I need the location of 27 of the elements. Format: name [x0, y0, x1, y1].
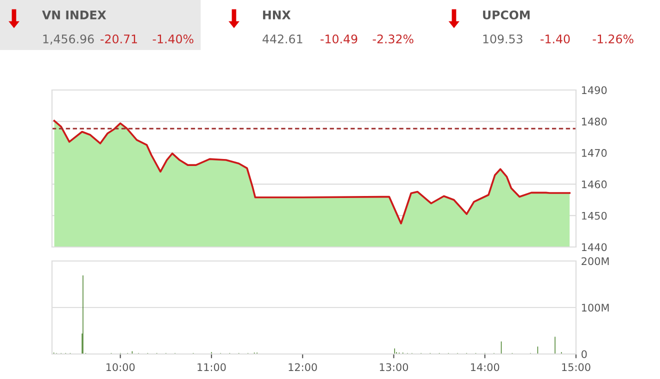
y-tick-label: 100M — [582, 304, 609, 312]
x-tick-label: 12:00 — [288, 363, 317, 372]
x-tick-label: 14:00 — [471, 363, 500, 372]
text: -1.26% — [592, 34, 634, 44]
text: -2.32% — [372, 34, 414, 44]
text: -1.40% — [152, 34, 194, 44]
text: -1.40 — [540, 34, 570, 44]
y-tick-label: 1450 — [582, 212, 607, 220]
text: 442.61 — [262, 34, 302, 44]
text: -20.71 — [100, 34, 137, 44]
y-tick-label: 1490 — [582, 86, 607, 94]
text: VN INDEX — [42, 10, 106, 20]
y-tick-label: 200M — [582, 257, 609, 266]
y-tick-label: 1440 — [582, 243, 607, 252]
x-tick-label: 15:00 — [562, 363, 590, 372]
x-tick-label: 10:00 — [106, 363, 135, 372]
y-tick-label: 1470 — [582, 149, 607, 157]
y-tick-label: 1460 — [582, 180, 607, 188]
y-tick-label: 1480 — [582, 118, 607, 126]
text: 1,456.96 — [43, 34, 94, 45]
text: HNX — [263, 10, 291, 20]
y-tick-label: 0 — [582, 350, 587, 358]
x-tick-label: 13:00 — [380, 363, 408, 372]
text: UPCOM — [483, 10, 530, 20]
text: -10.49 — [320, 34, 358, 44]
x-tick-label: 11:00 — [198, 363, 226, 372]
text: 109.53 — [483, 34, 522, 44]
